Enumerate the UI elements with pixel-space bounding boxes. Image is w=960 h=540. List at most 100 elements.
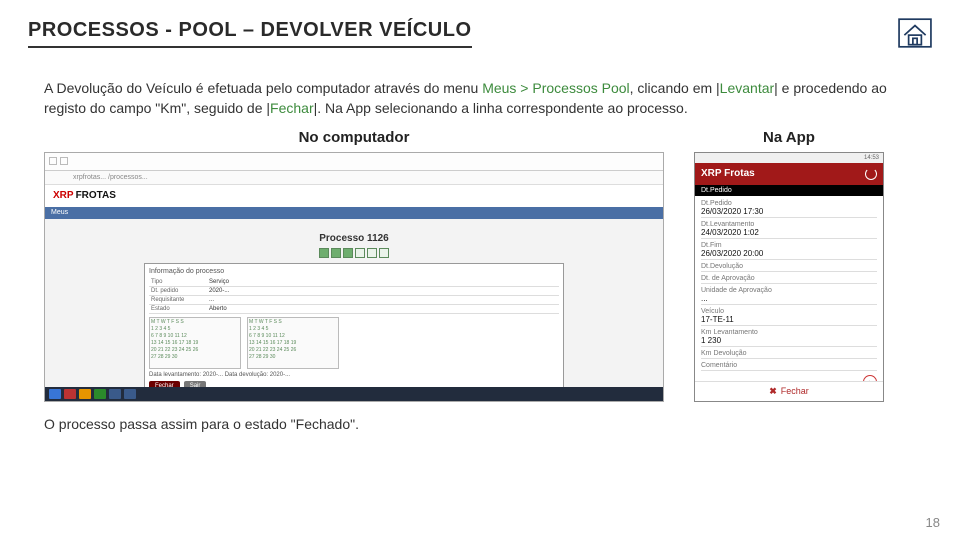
field-value: 24/03/2020 1:02 [701,228,877,239]
intro-text-4: |. Na App selecionando a linha correspon… [314,100,688,116]
row-value: ... [209,297,559,303]
levantar-ref: Levantar [720,80,774,96]
taskbar-icon[interactable] [124,389,136,399]
step-icon [331,248,341,258]
browser-control-icon [60,157,68,165]
list-item: Km Devolução [701,350,877,359]
field-value: ... [701,294,877,305]
intro-text-1: A Devolução do Veículo é efetuada pelo c… [44,80,482,96]
step-indicator [319,248,389,258]
app-header-title: XRP Frotas [701,168,755,179]
page-title: PROCESSOS - POOL – DEVOLVER VEÍCULO [28,19,472,48]
taskbar-icon[interactable] [94,389,106,399]
field-value: 1 230 [701,336,877,347]
taskbar-icon[interactable] [79,389,91,399]
footer-paragraph: O processo passa assim para o estado "Fe… [0,402,960,432]
cal-grid: 1 2 3 4 5 6 7 8 9 10 11 12 13 14 15 16 1… [151,326,239,361]
cal-grid: 1 2 3 4 5 6 7 8 9 10 11 12 13 14 15 16 1… [249,326,337,361]
list-item: Dt.Levantamento24/03/2020 1:02 [701,221,877,239]
field-label: Dt.Fim [701,242,877,249]
row-label: Tipo [149,279,209,285]
list-item: Comentário [701,362,877,371]
app-column: Na App 14:53 XRP Frotas Dt.Pedido Dt.Ped… [694,129,884,402]
cal-header: M T W T F S S [249,319,337,326]
mobile-screenshot: 14:53 XRP Frotas Dt.Pedido Dt.Pedido26/0… [694,152,884,402]
row-label: Requisitante [149,297,209,303]
app-footer: ✖ Fechar [695,381,883,401]
fechar-button[interactable]: Fechar [781,386,809,396]
app-header: XRP Frotas [695,163,883,185]
home-icon[interactable] [898,18,932,48]
slide-header: PROCESSOS - POOL – DEVOLVER VEÍCULO [0,0,960,56]
row-value: 2020-... [209,288,559,294]
logo-xrp: XRP [53,190,74,201]
row-label: Dt. pedido [149,288,209,294]
intro-text-2: , clicando em | [630,80,720,96]
address-bar[interactable]: xrpfrotas... /processos... [45,171,663,185]
list-item: Dt.Fim26/03/2020 20:00 [701,242,877,260]
field-label: Dt.Pedido [701,200,877,207]
row-label: Estado [149,306,209,312]
form-body: Dt.Pedido26/03/2020 17:30 Dt.Levantament… [695,196,883,381]
process-header-area: Processo 1126 [319,233,389,262]
close-icon[interactable]: ✖ [769,386,777,397]
logo-frotas: FROTAS [76,190,116,201]
list-item: Unidade de Aprovação... [701,287,877,305]
process-info-panel: Informação do processo Tipo Serviço Dt. … [144,263,564,396]
browser-tab-bar [45,153,663,171]
table-row: Requisitante ... [149,296,559,305]
step-icon [343,248,353,258]
two-column-layout: No computador xrpfrotas... /processos...… [0,129,960,402]
table-row: Estado Aberto [149,305,559,314]
field-value[interactable] [701,357,877,359]
computer-column: No computador xrpfrotas... /processos...… [44,129,664,402]
section-bar: Dt.Pedido [695,185,883,196]
field-label: Unidade de Aprovação [701,287,877,294]
field-label: Dt.Devolução [701,263,877,270]
step-icon [355,248,365,258]
row-value: Aberto [209,306,559,312]
field-label: Km Devolução [701,350,877,357]
windows-taskbar [45,387,663,401]
desktop-screenshot: xrpfrotas... /processos... XRP FROTAS Me… [44,152,664,402]
field-value [701,282,877,284]
refresh-icon[interactable] [865,168,877,180]
list-item: Dt. de Aprovação [701,275,877,284]
field-value: 17-TE-11 [701,315,877,326]
step-icon [379,248,389,258]
date-line: Data levantamento: 2020-... Data devoluç… [149,372,559,378]
calendar-pair: M T W T F S S1 2 3 4 5 6 7 8 9 10 11 12 … [149,317,559,369]
computer-label: No computador [44,129,664,146]
table-row: Tipo Serviço [149,278,559,287]
app-menubar[interactable]: Meus [45,207,663,219]
calendar-from[interactable]: M T W T F S S1 2 3 4 5 6 7 8 9 10 11 12 … [149,317,241,369]
table-row: Dt. pedido 2020-... [149,287,559,296]
step-icon [367,248,377,258]
fechar-ref: Fechar [270,100,314,116]
browser-control-icon [49,157,57,165]
list-item: Dt.Pedido26/03/2020 17:30 [701,200,877,218]
field-label: Dt. de Aprovação [701,275,877,282]
field-value: 26/03/2020 20:00 [701,249,877,260]
field-label: Veículo [701,308,877,315]
field-value: 26/03/2020 17:30 [701,207,877,218]
taskbar-icon[interactable] [109,389,121,399]
list-item: Km Levantamento1 230 [701,329,877,347]
field-label: Dt.Levantamento [701,221,877,228]
taskbar-icon[interactable] [49,389,61,399]
app-logo-bar: XRP FROTAS [45,185,663,207]
field-label: Comentário [701,362,877,369]
cal-header: M T W T F S S [151,319,239,326]
step-icon [319,248,329,258]
phone-status-bar: 14:53 [695,153,883,163]
list-item: Veículo17-TE-11 [701,308,877,326]
calendar-to[interactable]: M T W T F S S1 2 3 4 5 6 7 8 9 10 11 12 … [247,317,339,369]
row-value: Serviço [209,279,559,285]
process-title: Processo 1126 [319,233,389,244]
app-label: Na App [694,129,884,146]
taskbar-icon[interactable] [64,389,76,399]
page-number: 18 [926,515,940,530]
menu-path: Meus > Processos Pool [482,80,629,96]
intro-paragraph: A Devolução do Veículo é efetuada pelo c… [0,56,960,129]
field-value[interactable] [701,369,877,371]
